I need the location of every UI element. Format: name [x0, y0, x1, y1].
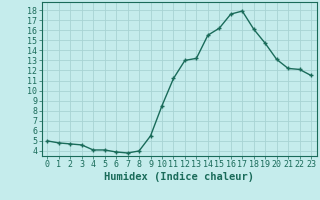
X-axis label: Humidex (Indice chaleur): Humidex (Indice chaleur) — [104, 172, 254, 182]
